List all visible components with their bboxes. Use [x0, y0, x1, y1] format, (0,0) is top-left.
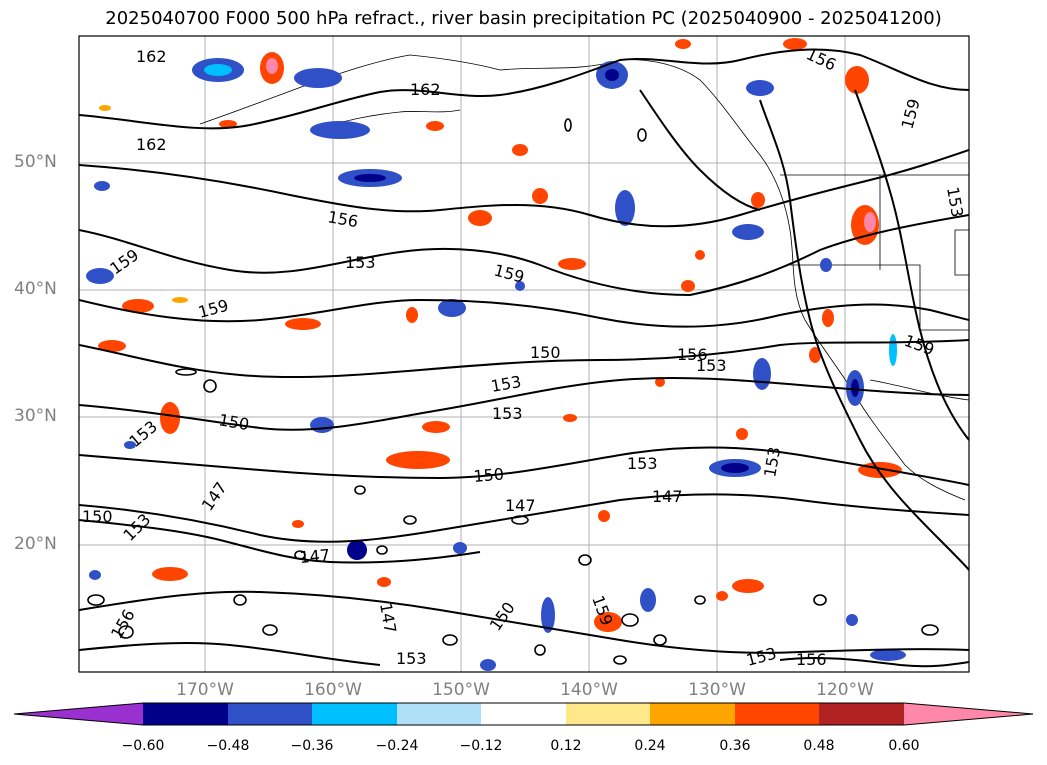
contour-label: 156: [107, 606, 139, 642]
contour-label: 153: [696, 356, 727, 375]
refractivity-contours: [79, 48, 969, 668]
lon-label-150w: 150°W: [432, 680, 490, 700]
contour-label: 159: [902, 331, 937, 359]
lat-label-40n: 40°N: [14, 279, 57, 299]
lon-label-170w: 170°W: [176, 680, 234, 700]
lat-label-30n: 30°N: [14, 406, 57, 426]
colorbar-extend-max: [904, 703, 1033, 725]
colorbar-tick: −0.60: [121, 738, 165, 754]
contour-label: 153: [119, 510, 154, 545]
map-title: 2025040700 F000 500 hPa refract., river …: [105, 8, 942, 29]
contour-label: 159: [898, 97, 924, 131]
lon-label-130w: 130°W: [688, 680, 746, 700]
contour-label: 156: [326, 207, 359, 231]
contour-label: 153: [943, 185, 967, 218]
contour-label: 153: [627, 454, 658, 473]
gridlines: [79, 36, 969, 672]
colorbar-tick: −0.36: [290, 738, 334, 754]
colorbar-segment: [143, 703, 228, 725]
contour-label: 159: [492, 261, 526, 287]
lon-label-120w: 120°W: [816, 680, 874, 700]
lon-label-140w: 140°W: [560, 680, 618, 700]
contour-label: 147: [652, 487, 683, 506]
contour-label: 147: [376, 601, 400, 634]
colorbar-segment: [228, 703, 312, 725]
colorbar-extend-min: [14, 703, 143, 725]
contour-label: 156: [677, 345, 708, 364]
positive-anomalies: [98, 38, 902, 632]
colorbar-tick: 0.24: [634, 738, 666, 754]
contour-label: 150: [486, 598, 519, 634]
colorbar-tick: 0.12: [550, 738, 582, 754]
contour-label: 153: [492, 404, 523, 423]
colorbar-tick: −0.12: [459, 738, 503, 754]
colorbar-segment: [566, 703, 650, 725]
contour-label: 150: [473, 464, 505, 486]
contour-label: 150: [82, 507, 113, 526]
colorbar-segment: [819, 703, 904, 725]
colorbar-segment: [312, 703, 397, 725]
contour-label: 147: [198, 478, 231, 514]
colorbar-tick: 0.60: [888, 738, 920, 754]
contour-label: 150: [217, 410, 250, 434]
contour-label: 153: [489, 372, 522, 396]
contour-label: 156: [803, 44, 839, 74]
colorbar-segment: [397, 703, 481, 725]
contour-label: 162: [410, 80, 441, 99]
coastlines: [199, 54, 969, 501]
lon-label-160w: 160°W: [304, 680, 362, 700]
contour-label: 153: [760, 445, 784, 478]
colorbar-outline: [13, 702, 1034, 726]
colorbar-segment: [650, 703, 735, 725]
contour-label: 159: [588, 593, 616, 628]
contour-label: 153: [744, 644, 778, 670]
colorbar-segment: [735, 703, 819, 725]
negative-anomalies: [86, 58, 906, 671]
lat-label-50n: 50°N: [14, 152, 57, 172]
contour-label: 153: [345, 253, 376, 272]
colorbar-tick: 0.48: [803, 738, 835, 754]
contour-label: 150: [530, 343, 561, 362]
contour-label: 147: [505, 496, 536, 515]
colorbar: [13, 702, 1034, 726]
plot-frame: [78, 35, 970, 673]
lat-label-20n: 20°N: [14, 534, 57, 554]
contour-islands: [87, 118, 939, 665]
colorbar-tick: −0.24: [375, 738, 419, 754]
contour-label-group: 162 162 162 156 159 156 153 159 159 159 …: [82, 44, 967, 669]
contour-label: 147: [299, 545, 331, 567]
contour-label: 162: [136, 47, 167, 66]
colorbar-tick: 0.36: [719, 738, 751, 754]
contour-label: 162: [136, 135, 167, 154]
colorbar-tick: −0.48: [206, 738, 250, 754]
contour-label: 159: [196, 296, 230, 322]
contour-label: 156: [796, 650, 827, 669]
contour-label: 153: [396, 649, 427, 668]
colorbar-segment: [481, 703, 566, 725]
